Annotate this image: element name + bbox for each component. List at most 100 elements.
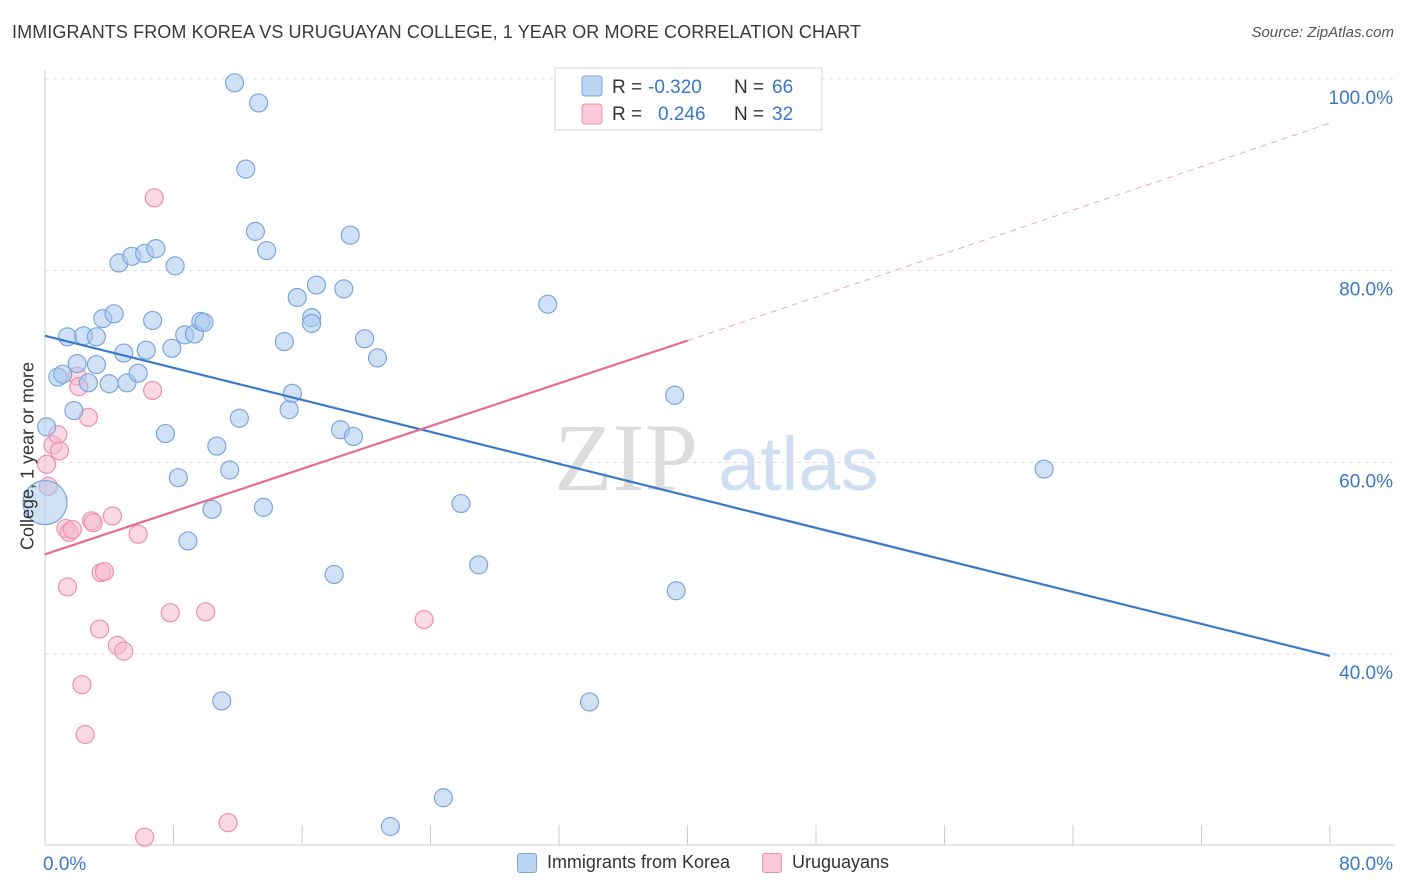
korea-point [78,373,98,393]
y-axis-label: College, 1 year or more [17,361,38,551]
korea-point [355,329,375,349]
x-tick-labels: 0.0% 80.0% [43,854,1393,875]
legend-n-value-uruguayans: 32 [772,104,793,125]
x-tick-label: 0.0% [43,854,86,875]
uruguayans-point [414,609,434,630]
korea-point [340,225,360,245]
uruguayans-point [83,513,103,533]
korea-point [53,364,73,384]
uruguayans-point [218,813,238,833]
legend-n-label-uruguayans: N = [734,104,764,125]
korea-point [22,479,68,526]
korea-point [229,408,249,428]
korea-point [433,788,453,808]
y-tick-label: 40.0% [1339,663,1393,684]
legend-item-uruguayans: Uruguayans [762,852,889,873]
korea-point [287,287,307,308]
uruguayans-point [75,724,95,745]
korea-point [155,423,176,444]
korea-point [324,564,344,585]
uruguayans-point [102,506,123,526]
uruguayans-point [37,454,57,474]
uruguayans-trend-line-extended [687,122,1331,342]
korea-point [1034,459,1054,479]
korea-point [143,310,163,331]
korea-point [343,426,363,447]
korea-point [253,497,274,517]
legend-label-uruguayans: Uruguayans [792,852,890,872]
legend-swatch-korea [581,75,603,97]
korea-point [136,340,156,360]
legend-r-label-uruguayans: R = [612,104,642,125]
watermark-atlas: atlas [718,422,879,507]
legend-r-value-korea: -0.320 [648,77,702,98]
uruguayans-point [94,561,115,582]
korea-point [279,400,299,420]
korea-point [334,279,354,299]
korea-point [194,312,214,333]
korea-point [99,374,119,394]
korea-point [212,691,232,711]
uruguayans-trend-line [44,339,688,556]
series-korea-points [22,73,1054,837]
korea-point [67,354,87,374]
source-label: Source: ZipAtlas.com [1251,24,1394,41]
uruguayans-point [134,827,155,847]
uruguayans-point [57,577,78,597]
korea-point [202,499,222,519]
x-tick-label: 80.0% [1339,854,1393,875]
korea-point [37,417,57,437]
korea-point [162,338,182,358]
korea-point [178,531,198,551]
korea-point [367,348,388,368]
uruguayans-point [114,641,134,661]
watermark: ZIP atlas [554,404,879,511]
korea-point [665,385,685,405]
y-tick-label: 60.0% [1339,471,1393,492]
korea-point [128,363,148,383]
korea-point [579,692,600,712]
legend-r-label-korea: R = [612,77,642,98]
uruguayans-point [49,441,70,461]
legend-item-korea: Immigrants from Korea [516,852,730,873]
korea-point [274,331,294,352]
uruguayans-point [160,603,180,623]
korea-point [168,468,188,488]
korea-point [306,275,327,295]
y-tick-labels: 40.0% 60.0% 80.0% 100.0% [1329,88,1394,684]
uruguayans-point [72,675,92,695]
y-tick-label: 80.0% [1339,280,1393,301]
korea-point [64,400,84,421]
y-tick-label: 100.0% [1329,88,1394,109]
korea-point [666,581,686,601]
korea-point [245,221,266,241]
korea-point [104,304,124,324]
korea-point [146,239,166,259]
legend-bottom: Immigrants from Korea Uruguayans [0,852,1406,873]
legend-swatch-uruguayans-bottom [762,852,782,873]
watermark-zip: ZIP [554,404,698,511]
korea-point [380,816,400,837]
uruguayans-point [128,524,148,544]
korea-trend-line [44,334,1331,657]
legend-n-label-korea: N = [734,77,764,98]
uruguayans-point [144,188,164,208]
korea-point [249,93,269,113]
korea-point [236,159,256,179]
legend-r-value-uruguayans: 0.246 [658,104,706,125]
korea-point [86,354,107,375]
korea-point [165,256,185,276]
trend-lines [44,122,1331,657]
legend-swatch-uruguayans [581,103,603,125]
uruguayans-point [62,519,82,540]
uruguayans-point [143,380,163,401]
korea-point [451,493,471,514]
korea-point [302,313,322,333]
korea-point [86,327,107,347]
legend-label-korea: Immigrants from Korea [546,852,730,872]
uruguayans-point [90,619,110,639]
legend-n-value-korea: 66 [772,77,793,98]
legend-top: R = -0.320 N = 66 R = 0.246 N = 32 [554,67,823,131]
legend-swatch-korea-bottom [516,852,537,873]
